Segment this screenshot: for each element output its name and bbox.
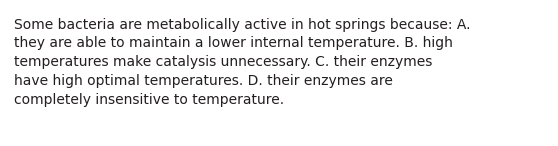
Text: Some bacteria are metabolically active in hot springs because: A.
they are able : Some bacteria are metabolically active i… <box>14 18 470 107</box>
